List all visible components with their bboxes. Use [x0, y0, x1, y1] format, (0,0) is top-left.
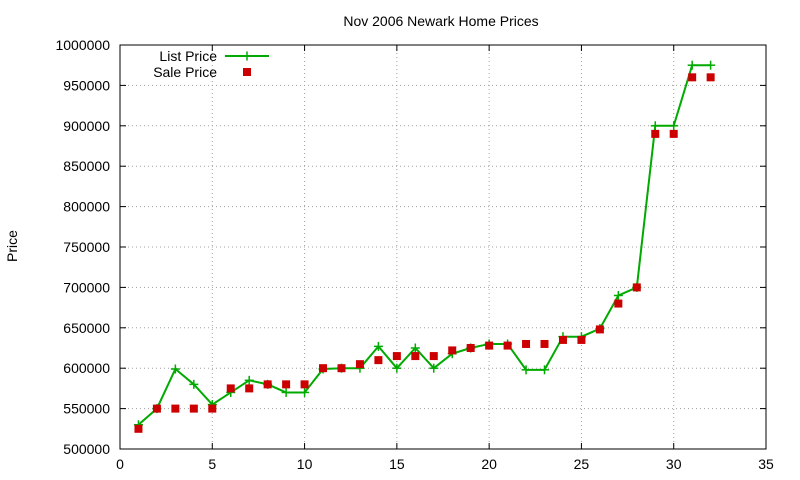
x-tick-label: 5 [208, 456, 216, 472]
list-price-point [429, 363, 439, 373]
sale-price-point [595, 325, 604, 334]
y-tick-label: 750000 [63, 239, 110, 255]
list-price-point [613, 290, 623, 300]
list-price-point [540, 365, 550, 375]
sale-price-point [577, 335, 586, 344]
sale-price-point [134, 424, 143, 433]
list-price-point [244, 375, 254, 385]
sale-price-point [374, 356, 383, 365]
legend-label: Sale Price [153, 64, 217, 80]
y-tick-label: 950000 [63, 77, 110, 93]
list-price-point [521, 365, 531, 375]
sale-price-point [522, 339, 531, 348]
list-price-point [706, 60, 716, 70]
y-tick-label: 700000 [63, 279, 110, 295]
y-tick-label: 1000000 [55, 37, 110, 53]
y-tick-label: 850000 [63, 158, 110, 174]
x-tick-label: 30 [666, 456, 682, 472]
list-price-point [687, 60, 697, 70]
sale-price-point [429, 352, 438, 361]
sale-price-point [466, 344, 475, 352]
sale-price-point [300, 380, 309, 389]
list-price-point [650, 121, 660, 131]
grid [120, 45, 766, 449]
x-tick-label: 10 [297, 456, 313, 472]
sale-price-point [503, 341, 512, 350]
list-price-point [373, 341, 383, 351]
x-tick-label: 0 [116, 456, 124, 472]
sale-price-series [134, 73, 715, 433]
y-tick-label: 650000 [63, 320, 110, 336]
sale-price-point [171, 404, 180, 413]
sale-price-point [152, 404, 161, 413]
sale-price-point [632, 283, 641, 292]
sale-price-point [411, 352, 420, 361]
list-price-line [137, 64, 711, 426]
sale-price-point [706, 73, 715, 82]
list-price-point [281, 387, 291, 397]
sale-price-point [688, 73, 697, 82]
sale-price-point [614, 299, 623, 308]
sale-price-point [245, 384, 254, 393]
x-tick-label: 35 [758, 456, 774, 472]
legend-item-list-price: List Price [159, 48, 269, 64]
y-tick-label: 550000 [63, 401, 110, 417]
list-price-point [669, 121, 679, 131]
sale-price-point [355, 360, 364, 369]
legend-item-sale-price: Sale Price [153, 64, 251, 80]
chart-title: Nov 2006 Newark Home Prices [343, 13, 538, 29]
sale-price-point [337, 364, 346, 373]
sale-price-point [558, 335, 567, 344]
list-price-point [300, 387, 310, 397]
axes: 0 5 10 15 20 25 30 35 500000 550000 600000 650000 70… [55, 37, 774, 472]
sale-price-point [540, 339, 549, 348]
sale-price-point [189, 404, 198, 413]
x-tick-label: 25 [574, 456, 590, 472]
sale-price-point [319, 364, 328, 373]
list-price-series [133, 60, 716, 430]
sale-price-point [485, 341, 494, 350]
legend-marker [243, 68, 251, 76]
list-price-point [170, 364, 180, 374]
legend-label: List Price [159, 48, 217, 64]
sale-price-point [263, 380, 272, 389]
y-tick-label: 900000 [63, 118, 110, 134]
list-price-point [392, 363, 402, 373]
sale-price-point [226, 384, 235, 393]
y-tick-label: 800000 [63, 199, 110, 215]
sale-price-point [208, 404, 217, 413]
x-tick-label: 15 [389, 456, 405, 472]
sale-price-point [669, 129, 678, 138]
sale-price-point [651, 129, 660, 138]
y-axis-label: Price [4, 230, 20, 262]
legend-marker [242, 51, 252, 61]
plot-series [133, 60, 716, 433]
y-tick-label: 600000 [63, 360, 110, 376]
list-price-point [189, 379, 199, 389]
sale-price-point [448, 346, 457, 355]
sale-price-point [392, 352, 401, 361]
y-tick-label: 500000 [63, 441, 110, 457]
sale-price-point [282, 380, 291, 389]
list-price-point [410, 343, 420, 353]
x-tick-label: 20 [481, 456, 497, 472]
